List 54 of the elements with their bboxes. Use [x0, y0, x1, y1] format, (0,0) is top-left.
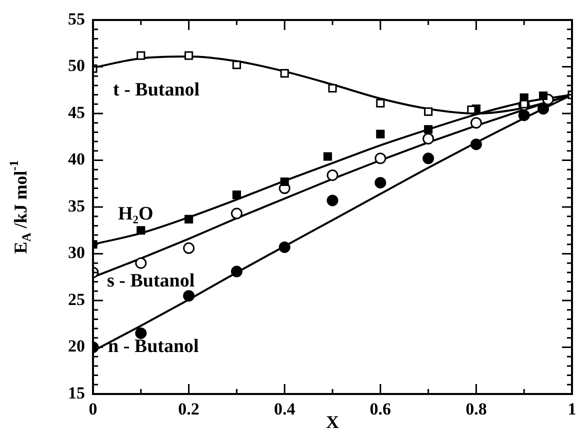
point — [136, 51, 146, 60]
x-tick-label: 0.4 — [274, 400, 296, 419]
point — [135, 257, 147, 269]
point — [280, 69, 289, 78]
point — [135, 327, 147, 339]
point — [424, 107, 433, 116]
series-label: s - Butanol — [107, 270, 195, 292]
point — [184, 214, 194, 224]
x-tick-label: 1 — [568, 400, 576, 419]
x-tick-label: 0.6 — [370, 400, 392, 419]
y-tick-label: 15 — [68, 383, 85, 402]
point — [470, 117, 482, 129]
series-label: H₂O — [118, 203, 154, 224]
point — [520, 100, 528, 108]
point — [183, 290, 195, 302]
point — [374, 176, 386, 188]
point — [136, 226, 146, 235]
x-tick-label: 0 — [88, 400, 98, 419]
y-tick-label: 45 — [68, 102, 85, 122]
point — [184, 51, 194, 60]
point — [232, 190, 241, 200]
point — [326, 194, 338, 206]
point — [376, 98, 385, 108]
series-label: t - Butanol — [113, 80, 200, 101]
point — [323, 152, 332, 161]
point — [278, 241, 290, 253]
point — [470, 138, 482, 150]
x-axis-title: X — [326, 412, 339, 432]
point — [374, 152, 386, 164]
point — [280, 177, 289, 186]
series-label: n - Butanol — [108, 336, 199, 358]
point — [326, 169, 338, 181]
y-tick-label: 50 — [68, 56, 85, 76]
y-tick-label: 35 — [68, 196, 85, 216]
y-axis-title: EA /kJ mol-1 — [7, 160, 34, 254]
point — [518, 110, 530, 122]
y-tick-label: 25 — [68, 290, 85, 309]
y-tick-label: 30 — [68, 243, 85, 262]
point — [376, 130, 385, 138]
x-tick-label: 0.2 — [178, 400, 200, 419]
point — [183, 242, 195, 254]
point — [230, 208, 242, 220]
point — [230, 266, 242, 278]
point — [422, 132, 434, 144]
point — [538, 91, 548, 100]
point — [422, 152, 434, 164]
point — [538, 103, 550, 115]
y-tick-label: 40 — [68, 150, 85, 169]
point — [424, 125, 433, 134]
x-tick-label: 0.8 — [466, 400, 487, 419]
y-tick-label: 55 — [68, 9, 85, 28]
point — [232, 60, 241, 70]
y-tick-label: 20 — [68, 336, 85, 356]
point — [328, 84, 337, 93]
